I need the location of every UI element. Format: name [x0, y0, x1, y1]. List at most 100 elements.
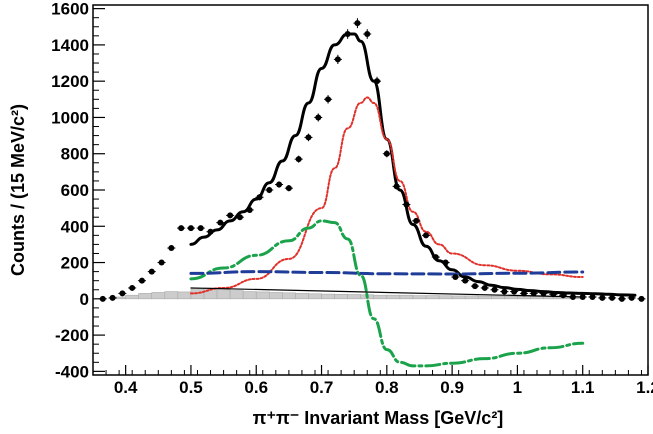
- data-point: [530, 290, 537, 297]
- data-point: [285, 185, 292, 192]
- data-point: [403, 201, 410, 208]
- x-tick-label: 0.5: [179, 378, 203, 397]
- x-tick-label: 1.2: [636, 378, 653, 397]
- data-point: [501, 288, 508, 295]
- y-tick-label: 1400: [51, 36, 89, 55]
- data-point: [618, 295, 625, 302]
- histogram-bar: [255, 291, 270, 300]
- data-point: [609, 294, 616, 301]
- plot-frame: [92, 4, 649, 376]
- histogram-bar: [386, 294, 401, 300]
- interference-curve: [189, 219, 585, 368]
- x-tick-label: 0.7: [310, 378, 334, 397]
- data-point: [374, 78, 381, 85]
- histogram-bar: [530, 296, 544, 300]
- data-point: [589, 294, 596, 301]
- data-point: [423, 232, 429, 239]
- data-point: [432, 254, 439, 261]
- x-tick-label: 1: [513, 378, 522, 397]
- y-tick-label: 0: [80, 290, 89, 309]
- histogram-bar: [125, 294, 140, 300]
- histogram-bar: [373, 294, 388, 300]
- data-point: [197, 225, 204, 232]
- data-point: [109, 294, 116, 301]
- x-tick-label: 0.8: [375, 378, 399, 397]
- data-points: [98, 18, 646, 302]
- histogram-bar: [412, 295, 427, 300]
- histogram-bar: [295, 293, 309, 300]
- histogram-bar: [425, 295, 440, 300]
- histogram-bar: [334, 293, 348, 300]
- data-point: [364, 31, 371, 38]
- data-point: [334, 56, 341, 63]
- histogram-bar: [517, 295, 531, 300]
- data-point: [119, 290, 126, 297]
- histogram-bar: [268, 292, 283, 300]
- y-tick-label: 200: [61, 254, 89, 273]
- data-point: [178, 225, 185, 232]
- x-tick-label: 1.1: [571, 378, 595, 397]
- x-tick-label: 0.6: [244, 378, 268, 397]
- y-axis-title: Counts / (15 MeV/c²): [8, 104, 28, 276]
- data-point: [129, 284, 136, 291]
- data-point: [207, 228, 214, 235]
- data-point: [491, 286, 498, 293]
- histogram-bar: [477, 295, 492, 300]
- histogram-bar: [308, 293, 322, 300]
- data-point: [511, 288, 518, 295]
- y-axis: -400 -200 0 200 400 600 800 1000 1200 1400 1600: [51, 0, 105, 381]
- data-point: [266, 187, 273, 193]
- data-point: [148, 268, 155, 275]
- histogram-bar: [347, 294, 362, 300]
- data-point: [276, 181, 283, 188]
- data-point: [638, 295, 645, 302]
- data-point: [187, 225, 194, 232]
- data-point: [305, 134, 312, 141]
- y-tick-label: -400: [55, 362, 89, 381]
- histogram-bar: [464, 295, 479, 300]
- histogram-bar: [164, 291, 179, 300]
- histogram-bar: [399, 294, 414, 300]
- data-point: [325, 96, 332, 103]
- data-point: [168, 245, 175, 252]
- data-point: [599, 294, 606, 301]
- data-point: [393, 183, 400, 190]
- histogram-bar: [151, 292, 166, 300]
- data-point: [540, 290, 547, 297]
- data-point: [246, 206, 253, 213]
- histogram-bar: [138, 293, 153, 300]
- data-point: [256, 194, 263, 201]
- histogram-bar: [282, 292, 296, 300]
- histogram-bar: [490, 295, 505, 300]
- y-tick-label: 800: [61, 145, 89, 164]
- data-point: [462, 277, 469, 284]
- data-point: [227, 212, 234, 219]
- data-point: [481, 284, 488, 291]
- y-tick-label: 1000: [51, 108, 89, 127]
- x-axis-title: π⁺π⁻ Invariant Mass [GeV/c²]: [253, 408, 504, 428]
- histogram-bar: [504, 295, 518, 300]
- data-point: [442, 259, 449, 266]
- data-point: [579, 294, 586, 301]
- data-point: [569, 294, 576, 301]
- rho-peak-curve: [189, 96, 584, 295]
- data-point: [217, 219, 224, 226]
- histogram-bar: [451, 295, 466, 300]
- y-tick-label: 1200: [51, 72, 89, 91]
- data-point: [452, 274, 459, 281]
- histogram-bar: [216, 289, 231, 300]
- histogram-bar: [177, 291, 192, 300]
- data-point: [520, 290, 527, 297]
- histogram-bar: [438, 295, 453, 300]
- y-tick-label: 1600: [51, 0, 89, 19]
- data-point: [471, 283, 478, 290]
- x-tick-label: 0.4: [114, 378, 138, 397]
- data-point: [354, 20, 361, 27]
- data-point: [138, 277, 145, 284]
- y-tick-label: 400: [61, 217, 89, 236]
- data-point: [315, 114, 322, 121]
- linear-background-line: [190, 287, 584, 298]
- data-point: [158, 259, 165, 266]
- histogram-bar: [229, 290, 244, 300]
